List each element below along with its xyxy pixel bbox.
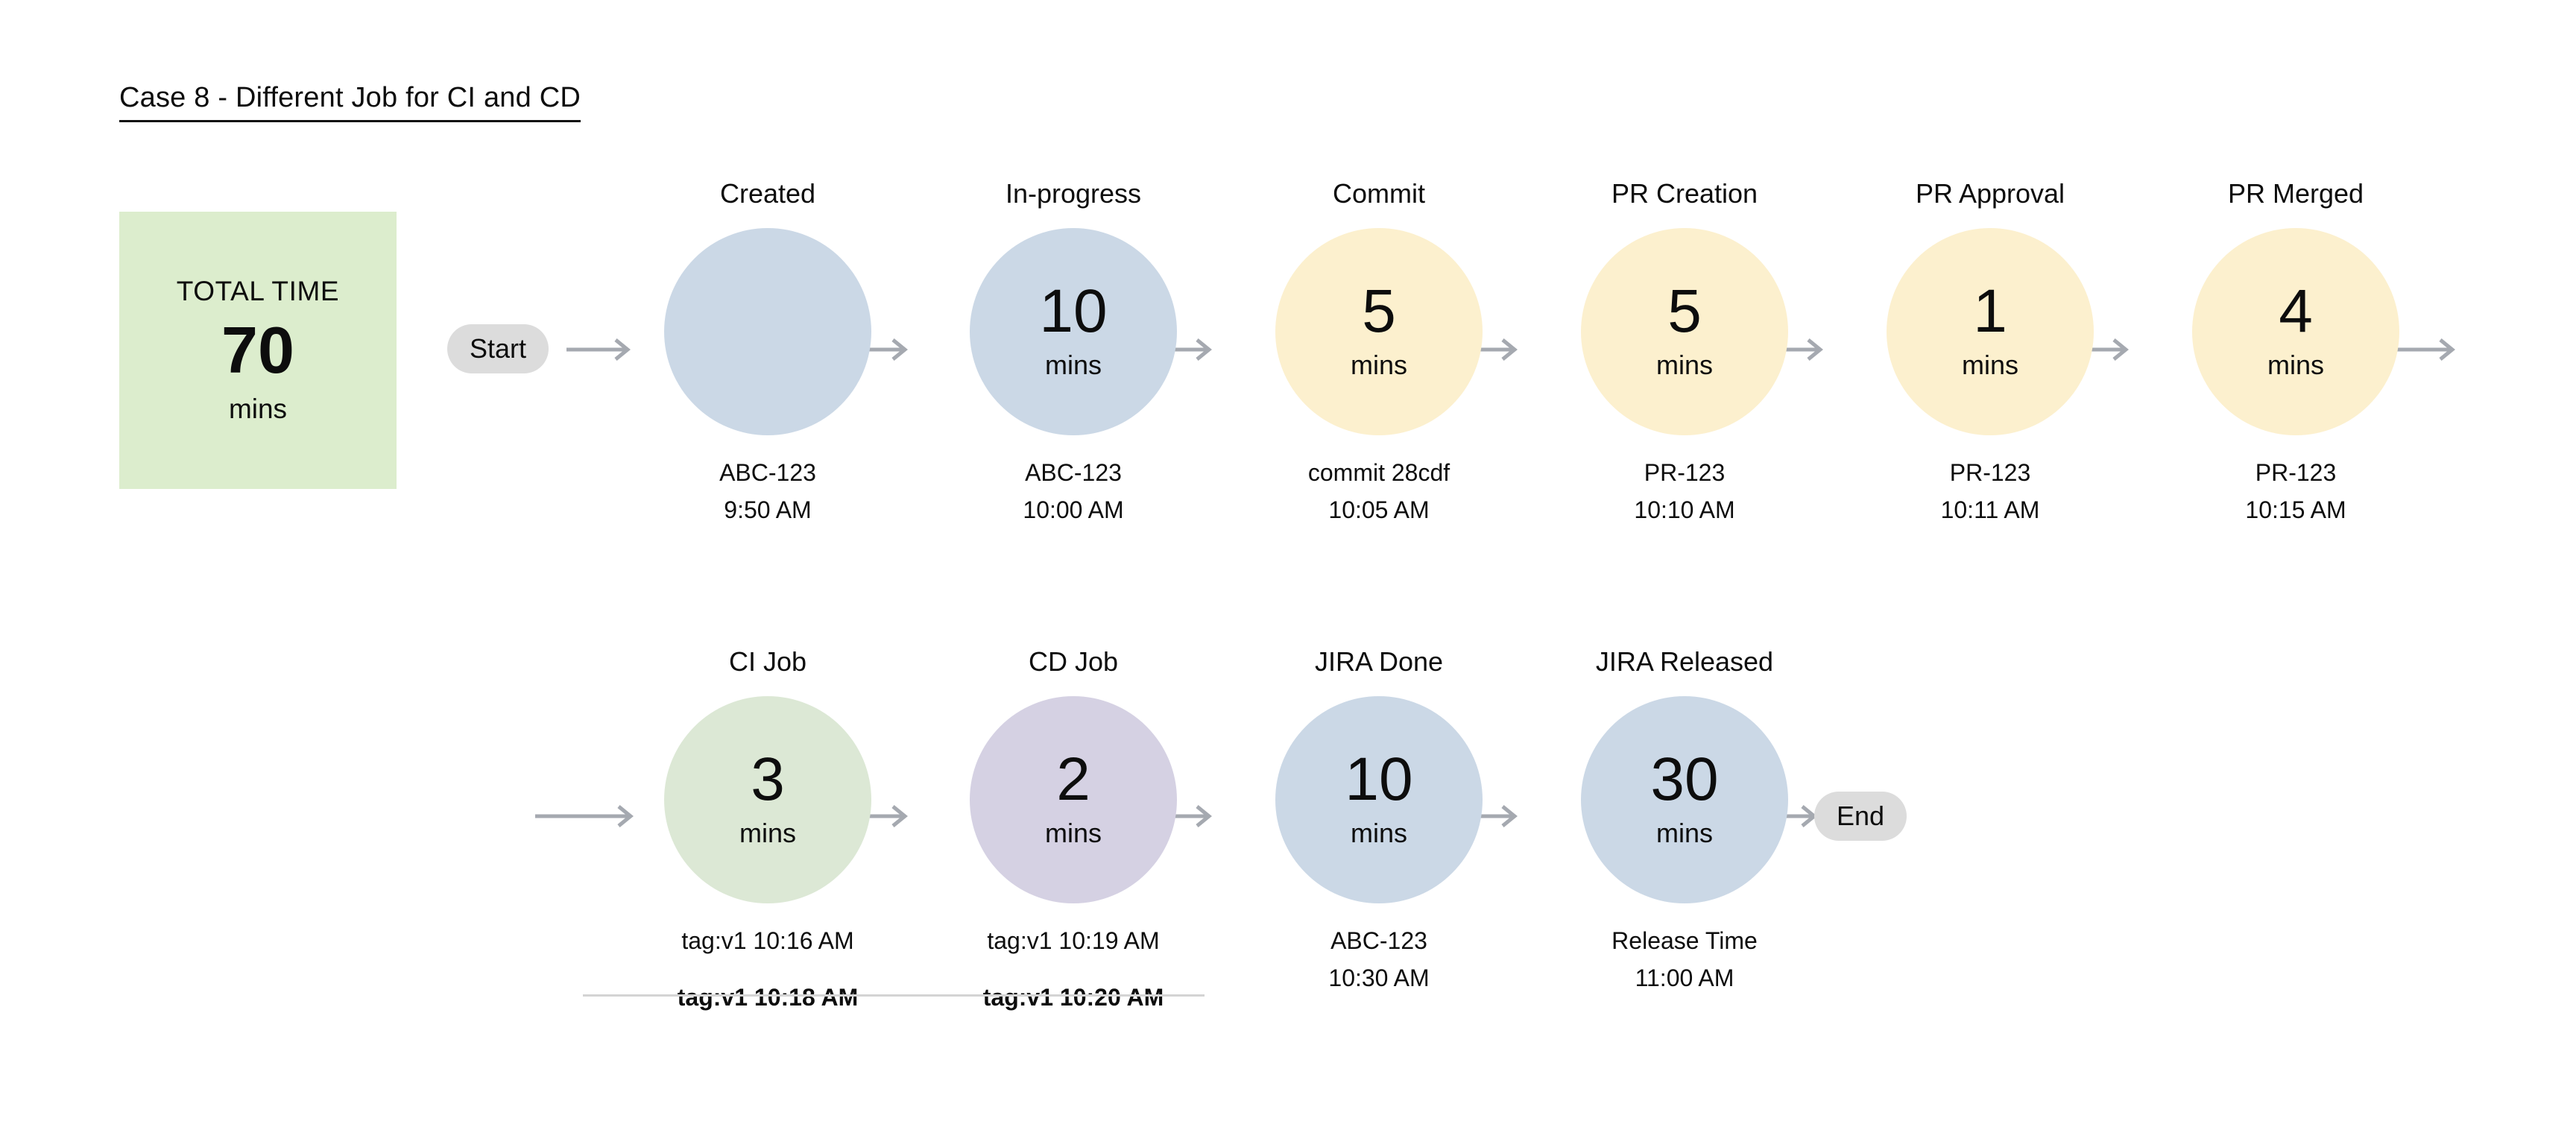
- node-commit[interactable]: Commit 5 mins commit 28cdf 10:05 AM: [1245, 177, 1513, 525]
- meta-line: tag:v1 10:16 AM: [681, 927, 854, 954]
- tag-separator-rule: [583, 994, 1205, 997]
- node-meta-ci-job: tag:v1 10:16 AM tag:v1 10:18 AM: [678, 926, 858, 1012]
- total-time-value: 70: [221, 313, 294, 387]
- start-label: Start: [470, 333, 527, 364]
- node-meta-cd-job: tag:v1 10:19 AM tag:v1 10:20 AM: [983, 926, 1164, 1012]
- node-title-pr-merged: PR Merged: [2227, 178, 2364, 209]
- node-title-jira-done: JIRA Done: [1314, 646, 1444, 677]
- meta-line: commit 28cdf: [1307, 459, 1450, 486]
- node-unit-pr-merged: mins: [2267, 349, 2324, 380]
- node-circle-in-progress[interactable]: 10 mins: [970, 228, 1177, 435]
- node-unit-pr-approval: mins: [1961, 349, 2018, 380]
- node-meta-in-progress: ABC-123 10:00 AM: [1023, 458, 1123, 525]
- node-circle-jira-done[interactable]: 10 mins: [1275, 696, 1483, 903]
- node-unit-ci-job: mins: [739, 817, 796, 848]
- end-label: End: [1837, 801, 1885, 831]
- meta-line: 10:00 AM: [1023, 496, 1124, 523]
- arrow-row1-to-cijob: [535, 804, 638, 829]
- node-meta-commit: commit 28cdf 10:05 AM: [1308, 458, 1450, 525]
- node-jira-done[interactable]: JIRA Done 10 mins ABC-123 10:30 AM: [1245, 645, 1513, 993]
- meta-line: 10:10 AM: [1634, 496, 1735, 523]
- node-pr-approval[interactable]: PR Approval 1 mins PR-123 10:11 AM: [1856, 177, 2124, 525]
- node-jira-released[interactable]: JIRA Released 30 mins Release Time 11:00…: [1550, 645, 1819, 993]
- node-meta-created: ABC-123 9:50 AM: [719, 458, 816, 525]
- node-value-in-progress: 10: [1039, 277, 1108, 346]
- node-created[interactable]: Created ABC-123 9:50 AM: [634, 177, 902, 525]
- node-meta-jira-released: Release Time 11:00 AM: [1611, 926, 1758, 993]
- node-title-created: Created: [719, 178, 816, 209]
- node-circle-pr-creation[interactable]: 5 mins: [1581, 228, 1788, 435]
- arrow-start-to-created: [566, 337, 635, 362]
- node-circle-created[interactable]: [664, 228, 871, 435]
- node-value-pr-approval: 1: [1973, 277, 2007, 346]
- node-circle-pr-merged[interactable]: 4 mins: [2192, 228, 2399, 435]
- node-cd-job[interactable]: CD Job 2 mins tag:v1 10:19 AM tag:v1 10:…: [939, 645, 1208, 1012]
- node-unit-commit: mins: [1350, 349, 1407, 380]
- node-circle-commit[interactable]: 5 mins: [1275, 228, 1483, 435]
- meta-line: Release Time: [1611, 927, 1758, 954]
- node-title-pr-approval: PR Approval: [1915, 178, 2065, 209]
- node-circle-jira-released[interactable]: 30 mins: [1581, 696, 1788, 903]
- total-time-card: TOTAL TIME 70 mins: [119, 212, 397, 489]
- meta-line: tag:v1 10:20 AM: [982, 984, 1164, 1011]
- meta-line: 10:11 AM: [1940, 496, 2040, 523]
- meta-line: tag:v1 10:19 AM: [987, 927, 1160, 954]
- node-unit-jira-done: mins: [1350, 817, 1407, 848]
- page-title: Case 8 - Different Job for CI and CD: [119, 82, 581, 122]
- meta-line: ABC-123: [719, 459, 816, 486]
- node-pr-merged[interactable]: PR Merged 4 mins PR-123 10:15 AM: [2162, 177, 2430, 525]
- end-node[interactable]: End: [1814, 792, 1907, 841]
- node-value-ci-job: 3: [751, 745, 785, 814]
- meta-line: 10:30 AM: [1328, 965, 1430, 991]
- meta-line: ABC-123: [1330, 927, 1427, 954]
- node-value-cd-job: 2: [1056, 745, 1090, 814]
- node-title-pr-creation: PR Creation: [1611, 178, 1758, 209]
- node-title-jira-released: JIRA Released: [1595, 646, 1774, 677]
- node-title-in-progress: In-progress: [1005, 178, 1142, 209]
- meta-line: 10:05 AM: [1328, 496, 1430, 523]
- node-value-jira-released: 30: [1650, 745, 1719, 814]
- total-time-label: TOTAL TIME: [176, 276, 340, 306]
- meta-line: 9:50 AM: [724, 496, 812, 523]
- meta-line: PR-123: [1644, 459, 1726, 486]
- meta-line: tag:v1 10:18 AM: [677, 984, 859, 1011]
- total-time-unit: mins: [228, 394, 288, 424]
- node-unit-in-progress: mins: [1044, 349, 1102, 380]
- node-unit-pr-creation: mins: [1655, 349, 1713, 380]
- node-value-jira-done: 10: [1345, 745, 1413, 814]
- node-unit-cd-job: mins: [1044, 817, 1102, 848]
- meta-line: 10:15 AM: [2245, 496, 2346, 523]
- meta-line: PR-123: [2255, 459, 2337, 486]
- meta-line: ABC-123: [1025, 459, 1122, 486]
- node-meta-pr-approval: PR-123 10:11 AM: [1941, 458, 2040, 525]
- node-circle-cd-job[interactable]: 2 mins: [970, 696, 1177, 903]
- node-meta-pr-merged: PR-123 10:15 AM: [2245, 458, 2346, 525]
- node-value-pr-merged: 4: [2279, 277, 2313, 346]
- node-meta-jira-done: ABC-123 10:30 AM: [1328, 926, 1429, 993]
- node-circle-ci-job[interactable]: 3 mins: [664, 696, 871, 903]
- node-ci-job[interactable]: CI Job 3 mins tag:v1 10:16 AM tag:v1 10:…: [634, 645, 902, 1012]
- node-in-progress[interactable]: In-progress 10 mins ABC-123 10:00 AM: [939, 177, 1208, 525]
- meta-line: 11:00 AM: [1635, 965, 1734, 991]
- node-pr-creation[interactable]: PR Creation 5 mins PR-123 10:10 AM: [1550, 177, 1819, 525]
- node-value-pr-creation: 5: [1667, 277, 1702, 346]
- node-meta-pr-creation: PR-123 10:10 AM: [1634, 458, 1734, 525]
- node-value-commit: 5: [1362, 277, 1396, 346]
- node-title-commit: Commit: [1333, 178, 1425, 209]
- node-circle-pr-approval[interactable]: 1 mins: [1887, 228, 2094, 435]
- meta-line: PR-123: [1949, 459, 2031, 486]
- node-title-ci-job: CI Job: [728, 646, 807, 677]
- node-title-cd-job: CD Job: [1028, 646, 1119, 677]
- node-unit-jira-released: mins: [1655, 817, 1713, 848]
- start-node[interactable]: Start: [447, 324, 549, 373]
